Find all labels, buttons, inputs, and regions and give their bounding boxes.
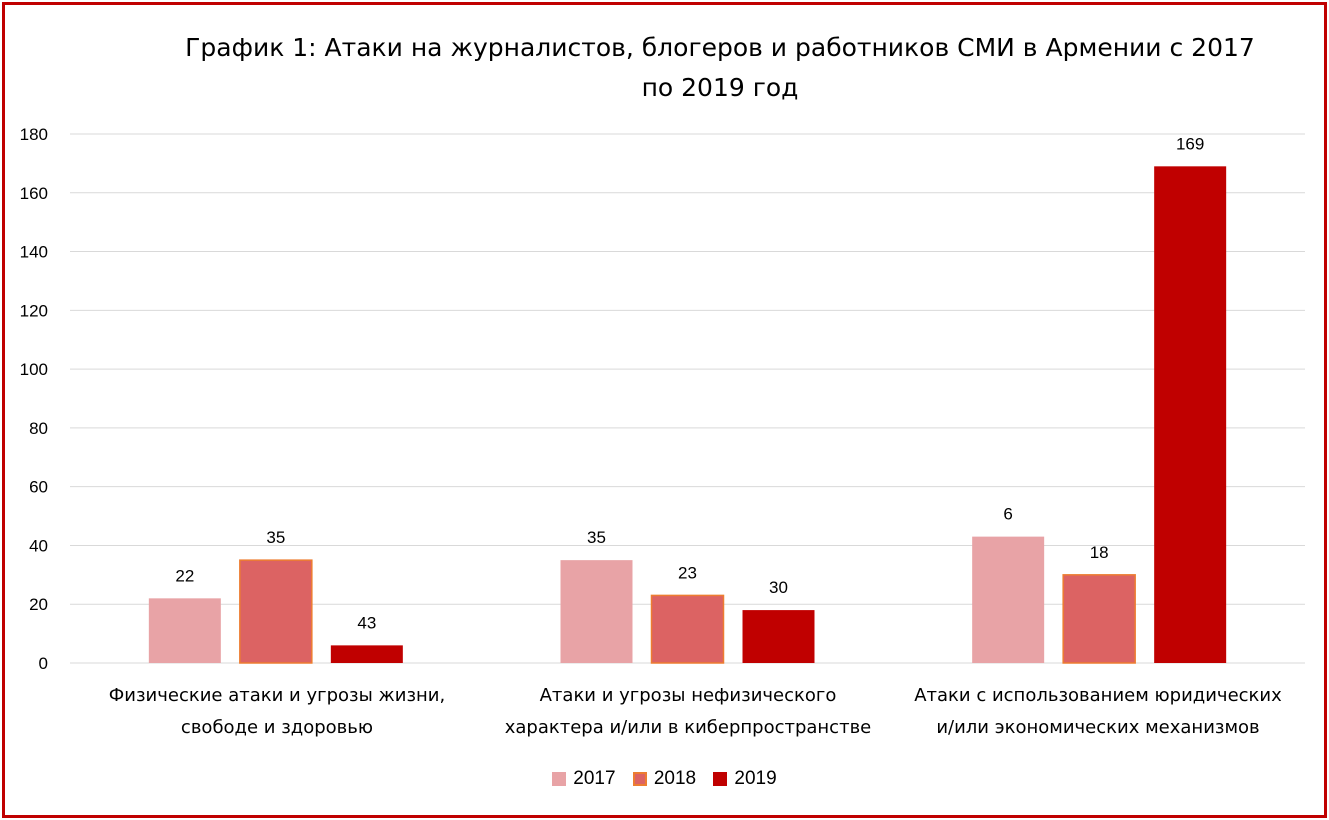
chart-title: График 1: Атаки на журналистов, блогеров… [150,28,1290,108]
category-label-nonphysical: Атаки и угрозы нефизического характера и… [478,680,898,744]
category-label-line: Атаки и угрозы нефизического [539,685,837,706]
bar-2017 [560,560,633,663]
y-tick-label: 160 [20,184,48,203]
y-tick-label: 100 [20,360,48,379]
bar-2018 [650,594,725,664]
data-label-2018: 18 [1090,543,1109,562]
y-tick-label: 140 [20,243,48,262]
chart-title-line-1: График 1: Атаки на журналистов, блогеров… [185,33,1255,62]
legend-label-2018: 2018 [653,768,697,789]
legend: 2017 2018 2019 [0,768,1329,792]
legend-swatch-2018 [632,772,647,786]
y-tick-label: 40 [29,536,48,555]
data-label-2018: 35 [266,528,285,547]
y-tick-label: 120 [20,301,48,320]
category-label-line: характера и/или в киберпространстве [504,717,872,738]
legend-item-2017: 2017 [552,768,616,790]
bar-2019 [330,645,403,663]
legend-label-2017: 2017 [573,768,616,789]
legend-swatch-2017 [552,772,567,786]
y-tick-label: 20 [29,595,48,614]
data-label-2017: 6 [1003,505,1012,524]
data-label-2019: 30 [769,578,788,597]
bar-2019 [742,610,815,663]
data-label-2018: 23 [678,563,697,582]
bar-2017 [148,598,221,663]
bar-2018 [239,559,313,664]
y-tick-label: 60 [29,478,48,497]
legend-item-2018: 2018 [632,768,697,790]
data-label-2019: 43 [357,613,376,632]
category-label-line: Физические атаки и угрозы жизни, [108,685,446,706]
legend-item-2019: 2019 [713,768,777,790]
legend-swatch-2019 [713,772,728,786]
category-label-line: и/или экономических механизмов [936,717,1260,738]
category-label-legal: Атаки с использованием юридических и/или… [888,680,1308,744]
bar-2017 [972,536,1045,663]
y-tick-label: 180 [20,125,48,144]
y-tick-label: 0 [39,654,48,673]
bar-2019 [1154,166,1227,664]
category-label-physical: Физические атаки и угрозы жизни, свободе… [67,680,487,744]
data-label-2017: 22 [175,566,194,585]
legend-label-2019: 2019 [734,768,777,789]
data-label-2019: 169 [1176,134,1204,153]
y-tick-label: 80 [29,419,48,438]
data-label-2017: 35 [587,528,606,547]
category-label-line: свободе и здоровью [180,717,374,738]
category-label-line: Атаки с использованием юридических [914,685,1282,706]
bar-2018 [1062,574,1136,664]
chart-title-line-2: по 2019 год [641,73,799,102]
